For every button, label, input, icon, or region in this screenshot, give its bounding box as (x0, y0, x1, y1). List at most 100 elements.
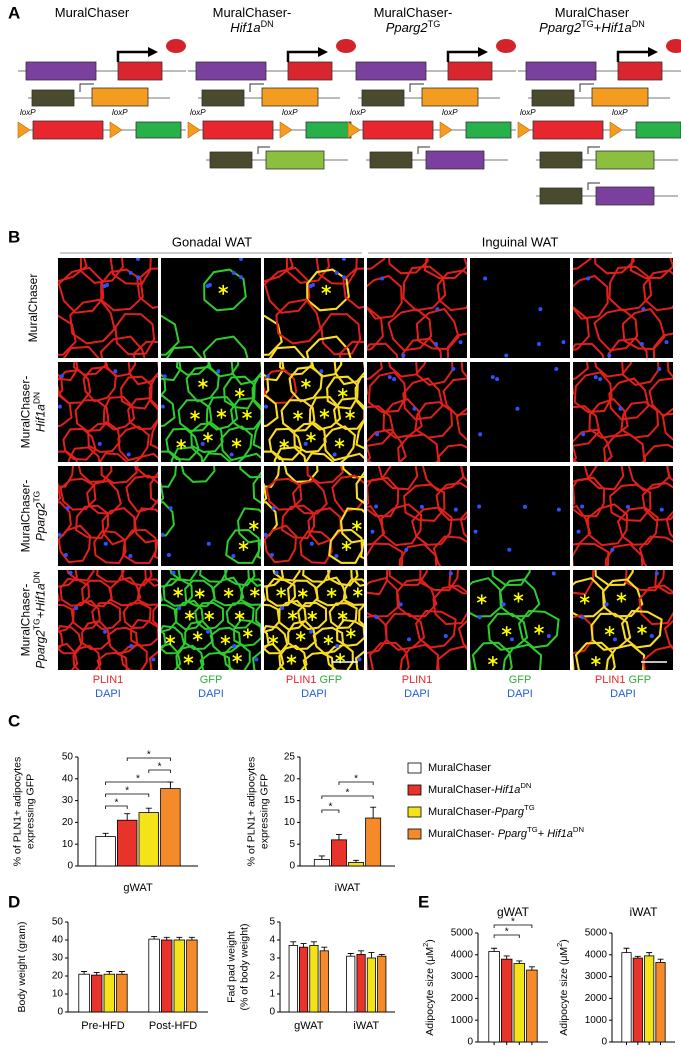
gene-box (421, 87, 479, 107)
row-label: MuralChaser- Pparg2TG+Hif1aDN (19, 571, 48, 668)
cell-outline (638, 535, 673, 566)
text-run: DN (32, 571, 42, 583)
gene-box (531, 89, 575, 107)
asterisk (192, 631, 203, 642)
cell-outline (268, 345, 306, 358)
loxp-site (517, 121, 531, 139)
nucleus (398, 602, 403, 607)
y-tick-label: 25 (284, 752, 296, 763)
loxp-site (439, 121, 453, 139)
nucleus (335, 644, 340, 649)
cell-outline (594, 362, 633, 378)
cell-outline (354, 650, 364, 670)
cell-outline (120, 375, 153, 410)
y-tick-label: 30 (52, 953, 64, 964)
y-tick-label: 20 (62, 817, 74, 828)
cell-outline (432, 535, 467, 566)
text-run: PLIN1 (93, 674, 124, 686)
bar (319, 950, 329, 1013)
text-line: expressing GFP (24, 774, 36, 849)
significance-bracket (321, 795, 374, 799)
promoter-arrow (579, 83, 594, 92)
text-run: DN (520, 781, 531, 790)
nucleus (162, 374, 167, 379)
cell-outline (573, 274, 609, 320)
asterisk (341, 540, 352, 551)
cell-outline (377, 466, 419, 491)
asterisk (218, 284, 229, 295)
y-axis-label: % of PLN1+ adipocytes expressing GFP (11, 757, 36, 866)
cell-outline (471, 641, 513, 670)
micrograph-content (483, 276, 566, 358)
text-line: Pparg2TG+Hif1aDN (539, 19, 645, 35)
cell-outline (583, 466, 625, 491)
significance-label: * (328, 802, 332, 813)
significance-bracket (493, 924, 533, 928)
asterisk (345, 628, 356, 639)
micrograph-content (473, 504, 561, 552)
nucleus (334, 553, 339, 558)
cell-outline (161, 570, 181, 588)
nucleus (319, 369, 324, 374)
asterisk (286, 654, 297, 665)
asterisk (487, 656, 498, 667)
cell-outline (518, 609, 560, 649)
asterisk (242, 409, 252, 420)
error-bar (124, 813, 131, 821)
nucleus (128, 270, 133, 275)
cell-outline (58, 258, 88, 283)
cell-outline (367, 342, 399, 358)
asterisk (345, 409, 355, 420)
bar (348, 862, 364, 867)
cell-outline (81, 579, 113, 608)
cell-outline (275, 298, 322, 345)
cell-outline (58, 394, 73, 428)
nucleus (610, 547, 615, 552)
text-line: PLIN1 GFP (595, 674, 651, 686)
cell-outline (675, 376, 681, 417)
cell-outline (306, 466, 344, 485)
cell-outline (442, 377, 467, 417)
asterisk (306, 432, 316, 443)
bar (346, 955, 356, 1013)
text-run: + (538, 828, 547, 840)
group-header: Inguinal WAT (482, 234, 559, 249)
cell-outline (594, 570, 634, 587)
asterisk (513, 592, 524, 603)
panel-label: D (8, 892, 20, 911)
bar (173, 939, 186, 1013)
cell-outline (355, 471, 364, 505)
text-run: Fad pad weight (225, 931, 237, 1003)
nucleus (216, 369, 221, 374)
micrograph (161, 466, 261, 566)
nucleus (419, 504, 424, 509)
bar (160, 788, 181, 867)
nucleus (280, 606, 285, 611)
cell-outline (161, 629, 167, 651)
asterisk (616, 592, 627, 603)
legend-swatch (407, 828, 422, 840)
cell-outline (161, 625, 186, 655)
asterisk (337, 610, 348, 621)
text-run: MuralChaser- (374, 5, 453, 20)
significance-label: * (158, 762, 162, 773)
nucleus (510, 637, 515, 642)
text-run: GFP (629, 674, 652, 686)
y-tick-label: 5000 (585, 928, 608, 939)
text-line: Body weight (gram) (16, 921, 28, 1012)
bar (366, 957, 377, 1013)
cell-outline (675, 580, 681, 619)
micrograph-content (161, 466, 261, 564)
group-header: Gonadal WAT (172, 234, 252, 249)
legend-label: MuralChaser-PpargTG (428, 803, 535, 818)
cell-outline (573, 342, 605, 358)
nucleus (231, 553, 236, 558)
asterisk (307, 610, 318, 621)
cell-outline (397, 433, 440, 462)
text-run: TG (32, 491, 42, 503)
significance-bracket (321, 809, 340, 813)
nucleus (443, 633, 448, 638)
text-run: Pparg2 (34, 502, 48, 541)
text-run: DAPI (507, 688, 533, 700)
